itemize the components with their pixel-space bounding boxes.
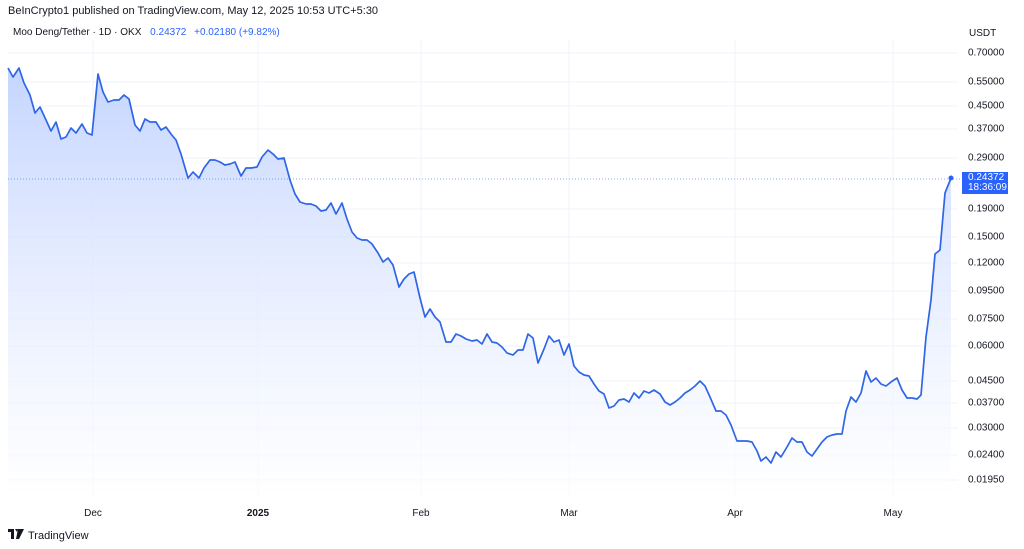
y-tick-label: 0.03000 xyxy=(968,422,1005,434)
symbol-name: Moo Deng/Tether · 1D · OKX xyxy=(13,27,142,38)
y-tick-label: 0.37000 xyxy=(968,123,1005,135)
x-tick-label: Feb xyxy=(412,508,430,519)
x-tick-label: Dec xyxy=(84,508,102,519)
price-change: +0.02180 (+9.82%) xyxy=(194,27,280,38)
tradingview-logo-icon xyxy=(8,529,24,542)
last-price-tag: 0.24372 18:36:09 xyxy=(962,172,1008,194)
y-tick-label: 0.07500 xyxy=(968,313,1005,325)
tradingview-logo[interactable]: TradingView xyxy=(8,529,89,542)
x-tick-label: 2025 xyxy=(246,508,270,519)
price-area-fill xyxy=(8,68,951,497)
x-tick-label: Apr xyxy=(727,508,743,519)
y-tick-label: 0.01950 xyxy=(968,474,1005,486)
y-tick-label: 0.06000 xyxy=(968,340,1005,352)
price-line xyxy=(7,67,952,464)
y-tick-label: 0.04500 xyxy=(968,375,1005,387)
y-tick-label: 0.15000 xyxy=(968,231,1005,243)
x-tick-label: Mar xyxy=(560,508,578,519)
published-by-text: BeInCrypto1 published on TradingView.com… xyxy=(8,5,379,17)
y-tick-label: 0.03700 xyxy=(968,397,1005,409)
y-tick-label: 0.12000 xyxy=(968,257,1005,269)
last-price-dot xyxy=(948,175,954,181)
y-tick-label: 0.19000 xyxy=(968,203,1005,215)
y-tick-label: 0.45000 xyxy=(968,100,1005,112)
y-tick-label: 0.02400 xyxy=(968,449,1005,461)
last-price: 0.24372 xyxy=(150,27,187,38)
y-tick-label: 0.09500 xyxy=(968,285,1005,297)
last-price-tag-value: 0.24372 xyxy=(968,172,1005,183)
symbol-legend: Moo Deng/Tether · 1D · OKX 0.24372 +0.02… xyxy=(13,27,280,38)
x-tick-label: May xyxy=(883,508,903,519)
y-tick-label: 0.70000 xyxy=(968,47,1005,59)
brand-name: TradingView xyxy=(28,529,89,542)
axis-unit-label: USDT xyxy=(969,28,997,39)
y-tick-label: 0.29000 xyxy=(968,152,1005,164)
y-tick-label: 0.55000 xyxy=(968,76,1005,88)
bar-countdown: 18:36:09 xyxy=(968,182,1007,193)
